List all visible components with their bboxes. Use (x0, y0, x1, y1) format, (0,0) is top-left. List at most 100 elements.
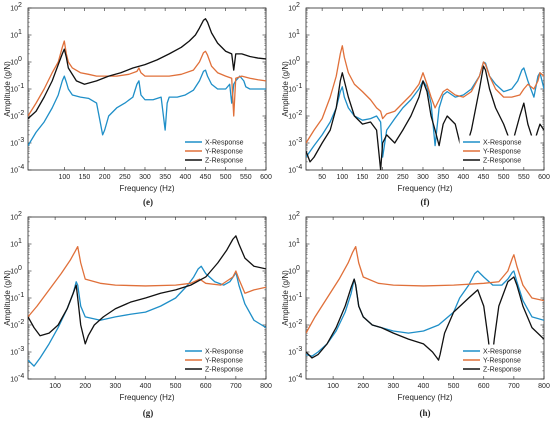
x-tick-label: 600 (538, 174, 550, 181)
y-tick-label: 10 (10, 377, 18, 384)
series-line-y-response (28, 40, 266, 117)
x-tick-label: 450 (478, 174, 490, 181)
legend-entry: X-Response (483, 140, 522, 147)
y-tick-exponent: 0 (18, 56, 22, 63)
y-tick-exponent: 1 (18, 238, 22, 245)
y-tick-label: 10 (288, 87, 296, 94)
series-line-z-response (28, 235, 266, 345)
x-tick-label: 50 (318, 174, 326, 181)
y-tick-label: 10 (288, 269, 296, 276)
x-tick-label: 350 (437, 174, 449, 181)
series-line-z-response (28, 18, 266, 120)
y-tick-exponent: -3 (296, 346, 302, 353)
y-tick-exponent: -1 (18, 83, 24, 90)
y-tick-exponent: 0 (18, 265, 22, 272)
x-tick-label: 300 (139, 174, 151, 181)
x-tick-label: 500 (448, 383, 460, 390)
x-tick-label: 500 (220, 174, 232, 181)
panel-label: (g) (143, 408, 154, 418)
x-tick-label: 600 (478, 383, 490, 390)
x-tick-label: 600 (200, 383, 212, 390)
y-tick-exponent: -4 (296, 373, 302, 380)
y-tick-exponent: 2 (18, 211, 22, 218)
series-group (306, 245, 544, 367)
y-tick-label: 10 (10, 269, 18, 276)
y-tick-exponent: -2 (18, 319, 24, 326)
x-tick-label: 100 (327, 383, 339, 390)
y-tick-label: 10 (10, 60, 18, 67)
y-tick-exponent: -1 (296, 292, 302, 299)
x-tick-label: 300 (417, 174, 429, 181)
x-tick-label: 400 (418, 383, 430, 390)
legend-entry: Z-Response (205, 158, 243, 165)
x-tick-label: 800 (538, 383, 550, 390)
y-tick-label: 10 (288, 60, 296, 67)
y-axis-label: Amplitude (g/N) (3, 270, 12, 326)
legend-entry: Y-Response (205, 149, 243, 156)
x-tick-label: 250 (119, 174, 131, 181)
chart-panel: 100 200 300 400 500 600 700 80010-410-310-210-1… (281, 211, 550, 418)
y-tick-label: 10 (288, 168, 296, 175)
x-tick-label: 400 (179, 174, 191, 181)
series-line-x-response (28, 69, 266, 146)
legend-entry: Z-Response (205, 367, 243, 374)
x-tick-label: 250 (397, 174, 409, 181)
x-tick-label: 300 (388, 383, 400, 390)
y-tick-label: 10 (288, 141, 296, 148)
legend-entry: Z-Response (483, 158, 521, 165)
x-tick-label: 700 (230, 383, 242, 390)
legend-entry: Z-Response (483, 367, 521, 374)
legend-entry: Y-Response (483, 358, 521, 365)
x-tick-label: 100 (49, 383, 61, 390)
y-tick-label: 10 (10, 168, 18, 175)
y-tick-label: 10 (10, 296, 18, 303)
y-tick-exponent: -2 (296, 319, 302, 326)
y-tick-exponent: 2 (18, 2, 22, 9)
x-tick-label: 700 (508, 383, 520, 390)
series-line-z-response (306, 276, 544, 367)
x-axis-label: Frequency (Hz) (119, 393, 174, 402)
x-tick-label: 550 (240, 174, 252, 181)
x-tick-label: 500 (498, 174, 510, 181)
legend: X-Response Y-Response Z-Response (181, 135, 263, 167)
series-line-y-response (306, 45, 544, 144)
y-tick-exponent: 1 (296, 29, 300, 36)
series-line-x-response (306, 270, 544, 357)
y-tick-label: 10 (288, 296, 296, 303)
y-tick-label: 10 (288, 33, 296, 40)
series-group (28, 235, 266, 367)
y-tick-exponent: -4 (18, 164, 24, 171)
y-tick-exponent: -2 (18, 110, 24, 117)
panel-label: (h) (420, 408, 431, 418)
y-tick-exponent: -3 (296, 137, 302, 144)
y-tick-exponent: -4 (18, 373, 24, 380)
x-tick-label: 450 (200, 174, 212, 181)
y-tick-label: 10 (10, 6, 18, 13)
y-tick-label: 10 (288, 350, 296, 357)
x-tick-label: 350 (159, 174, 171, 181)
y-tick-exponent: -2 (296, 110, 302, 117)
y-tick-label: 10 (288, 114, 296, 121)
y-tick-exponent: -3 (18, 346, 24, 353)
x-tick-label: 100 (336, 174, 348, 181)
y-axis-label: Amplitude (g/N) (281, 61, 290, 117)
y-tick-label: 10 (288, 6, 296, 13)
x-tick-label: 200 (357, 383, 369, 390)
y-tick-exponent: 1 (296, 238, 300, 245)
y-tick-exponent: 2 (296, 2, 300, 9)
legend: X-Response Y-Response Z-Response (459, 135, 541, 167)
x-tick-label: 200 (377, 174, 389, 181)
series-line-y-response (306, 245, 544, 334)
x-tick-label: 400 (140, 383, 152, 390)
x-tick-label: 100 (58, 174, 70, 181)
y-tick-exponent: -1 (18, 292, 24, 299)
legend-entry: Y-Response (483, 149, 521, 156)
y-tick-label: 10 (10, 215, 18, 222)
x-tick-label: 200 (99, 174, 111, 181)
x-tick-label: 400 (457, 174, 469, 181)
y-tick-label: 10 (10, 141, 18, 148)
x-tick-label: 600 (260, 174, 272, 181)
legend-entry: Y-Response (205, 358, 243, 365)
